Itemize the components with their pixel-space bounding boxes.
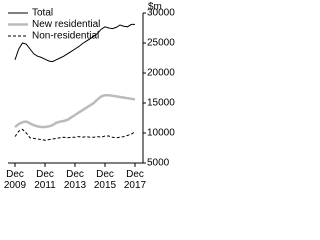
x-tick-label: Dec 2015 [93,169,117,191]
y-tick-label: 10000 [147,128,175,139]
series-line [14,128,136,141]
legend-label: Total [32,8,53,19]
y-tick-label: 30000 [147,8,175,19]
y-tick-label: 20000 [147,68,175,79]
x-tick-label: Dec 2013 [63,169,87,191]
y-tick-label: 15000 [147,98,175,109]
y-tick-label: 25000 [147,38,175,49]
legend-label: New residential [32,19,100,30]
x-tick-label: Dec 2009 [3,169,27,191]
y-axis-label: $m [148,2,162,13]
chart: $m 5000 10000 15000 20000 25000 30000 TotalNew… [8,2,175,169]
x-tick-label: Dec 2017 [123,169,147,191]
x-tick-label: Dec 2011 [34,169,56,191]
series-line [14,23,135,63]
y-tick-label: 5000 [147,158,170,169]
series-line [14,93,136,129]
legend-label: Non-residential [32,31,99,42]
page: $m 5000 10000 15000 20000 25000 30000 Total New… [3,1,176,191]
